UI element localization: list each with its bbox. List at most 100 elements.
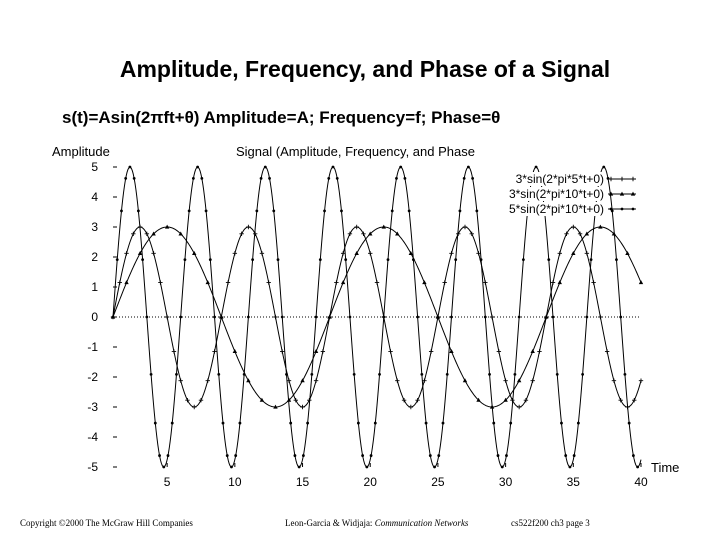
data-point [503, 378, 508, 383]
data-point [374, 280, 380, 285]
x-tick-label: 35 [567, 475, 581, 489]
data-point [492, 421, 496, 425]
data-point [517, 315, 521, 319]
data-point [638, 280, 644, 285]
data-point [462, 177, 466, 180]
data-point [293, 454, 297, 457]
data-point [627, 421, 631, 425]
data-point [378, 373, 381, 376]
data-point [266, 280, 271, 285]
data-point [196, 165, 200, 169]
data-point [609, 207, 613, 211]
data-point [204, 209, 208, 213]
data-point [162, 465, 166, 469]
data-point [238, 421, 242, 425]
data-point [584, 251, 590, 256]
data-point [120, 209, 123, 213]
data-point [151, 231, 156, 236]
data-point [631, 454, 635, 457]
data-point [513, 373, 517, 376]
data-point [403, 177, 407, 180]
data-point [272, 209, 276, 213]
data-point [564, 454, 568, 457]
data-point [428, 454, 432, 457]
data-point [572, 454, 576, 457]
data-point [246, 315, 250, 319]
data-point [124, 251, 129, 256]
copyright-notice: Copyright ©2000 The McGraw Hill Companie… [20, 518, 193, 528]
data-point [354, 224, 359, 230]
data-point [300, 378, 305, 383]
legend-label: 3*sin(2*pi*10*t+0) [509, 187, 604, 201]
data-point [500, 465, 504, 469]
data-point [530, 378, 535, 383]
data-point [638, 378, 644, 383]
data-point [435, 314, 441, 319]
data-point [619, 191, 625, 196]
data-point [530, 349, 535, 354]
data-point [584, 231, 590, 236]
data-point [354, 250, 359, 255]
data-point [170, 421, 174, 425]
data-point [428, 349, 434, 354]
data-point [306, 421, 310, 425]
data-point [293, 397, 298, 403]
data-point [615, 258, 618, 261]
data-point [462, 224, 468, 230]
data-point [213, 315, 216, 319]
data-point [416, 315, 420, 319]
y-tick-label: -5 [87, 460, 98, 474]
data-point [273, 404, 278, 409]
data-point [158, 454, 161, 457]
data-point [313, 349, 319, 354]
data-point [537, 349, 542, 354]
data-point [521, 258, 525, 261]
data-point [175, 373, 178, 376]
data-point [415, 397, 420, 403]
data-point [442, 280, 447, 285]
data-point [200, 177, 204, 180]
data-point [437, 454, 441, 457]
data-point [124, 177, 128, 180]
data-point [449, 251, 454, 256]
data-point [476, 251, 481, 256]
legend-background [488, 187, 606, 201]
data-point [171, 349, 177, 354]
data-point [132, 177, 136, 180]
data-point [183, 258, 187, 261]
data-point [476, 397, 481, 402]
y-tick-label: -4 [87, 430, 98, 444]
data-point [300, 404, 305, 410]
y-tick-label: -1 [87, 340, 98, 354]
data-point [471, 177, 475, 180]
data-point [327, 177, 331, 180]
data-point [340, 209, 343, 213]
data-point [608, 191, 614, 196]
data-point [187, 209, 191, 213]
data-point [441, 421, 445, 425]
data-point [462, 378, 468, 383]
data-point [285, 373, 288, 376]
legend-label: 3*sin(2*pi*5*t+0) [516, 172, 604, 186]
data-point [555, 373, 559, 376]
data-point [128, 165, 132, 169]
slide-title: Amplitude, Frequency, and Phase of a Sig… [119, 56, 611, 82]
data-point [630, 191, 636, 196]
data-point [255, 209, 259, 213]
signal-formula: s(t)=Asin(2πft+θ) Amplitude=A; Frequency… [62, 108, 501, 127]
data-point [483, 315, 487, 319]
data-point [523, 397, 529, 403]
data-point [369, 454, 373, 457]
data-point [625, 250, 630, 255]
x-tick-label: 10 [228, 475, 242, 489]
data-point [340, 251, 346, 256]
data-point [136, 209, 140, 213]
x-tick-label: 20 [364, 475, 378, 489]
data-point [636, 465, 640, 469]
data-point [620, 207, 624, 211]
data-point [331, 165, 335, 169]
data-point [608, 176, 614, 182]
data-point [571, 250, 576, 255]
data-point [313, 378, 319, 383]
